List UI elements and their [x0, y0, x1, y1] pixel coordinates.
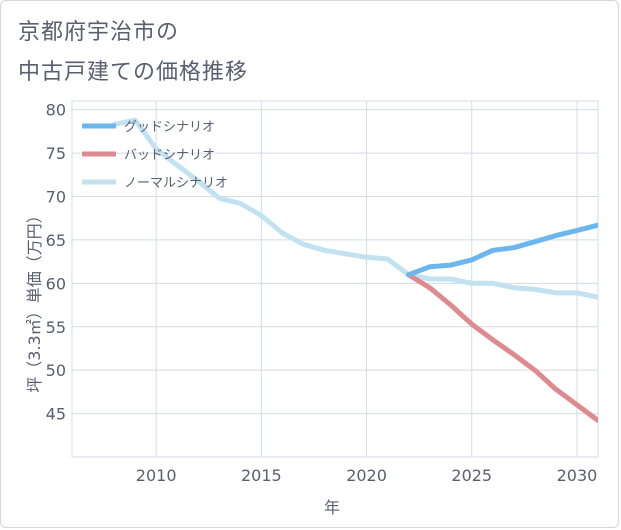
series-line-1 — [406, 272, 598, 423]
y-tick-label: 70 — [46, 188, 66, 207]
y-tick-label: 55 — [46, 318, 66, 337]
y-tick-label: 45 — [46, 405, 66, 424]
series-line-2 — [111, 117, 598, 300]
legend-label-2: ノーマルシナリオ — [124, 176, 228, 191]
x-axis-title: 年 — [324, 498, 340, 517]
x-tick-label: 2020 — [346, 466, 387, 485]
legend-label-1: バッドシナリオ — [124, 148, 215, 163]
x-tick-label: 2015 — [241, 466, 282, 485]
y-tick-label: 60 — [46, 274, 66, 293]
tick-labels: 2010 2015 2020 2025 2030 45 50 55 60 65 70 75 80 — [46, 101, 598, 485]
legend-label-0: グッドシナリオ — [124, 120, 215, 135]
x-tick-label: 2030 — [557, 466, 598, 485]
y-tick-label: 65 — [46, 231, 66, 250]
y-tick-label: 50 — [46, 361, 66, 380]
y-axis-title: 坪（3.3㎡）単価（万円） — [25, 207, 44, 392]
series-line-0 — [406, 222, 598, 278]
y-tick-label: 75 — [46, 144, 66, 163]
series-lines — [111, 117, 598, 423]
chart-title-line-1: 京都府宇治市の — [18, 20, 180, 45]
plot-area-frame — [71, 100, 599, 458]
chart-title-line-2: 中古戸建ての価格推移 — [18, 60, 249, 85]
y-tick-label: 80 — [46, 101, 66, 120]
x-tick-label: 2010 — [136, 466, 177, 485]
x-tick-label: 2025 — [451, 466, 492, 485]
